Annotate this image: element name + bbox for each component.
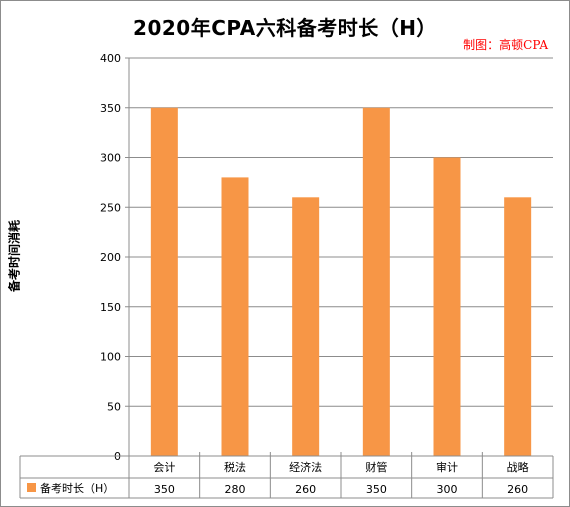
y-tick-label: 400 [100,52,121,65]
bar [150,107,178,456]
x-tick-label: 经济法 [289,460,322,474]
y-tick-label: 200 [100,251,121,264]
y-tick-label: 150 [100,301,121,314]
table-value: 350 [154,483,175,496]
table-value: 350 [366,483,387,496]
table-value: 260 [507,483,528,496]
bar [292,197,320,457]
legend-swatch [27,483,36,492]
legend-label: 备考时长（H） [40,481,114,495]
y-tick-label: 250 [100,201,121,214]
y-tick-label: 50 [107,400,121,413]
x-tick-label: 战略 [507,460,529,474]
y-tick-label: 100 [100,351,121,364]
bar [362,107,390,456]
bar [221,177,249,456]
x-tick-label: 审计 [436,460,458,474]
x-tick-label: 税法 [224,460,246,474]
bar [504,197,532,457]
y-tick-label: 300 [100,152,121,165]
x-tick-label: 财管 [365,460,387,474]
bar [433,157,461,456]
chart-credit: 制图：高顿CPA [463,38,548,52]
table-value: 260 [295,483,316,496]
x-tick-label: 会计 [153,461,175,474]
y-tick-label: 350 [100,102,121,115]
chart-title: 2020年CPA六科备考时长（H） [133,16,437,40]
table-value: 300 [437,483,458,496]
table-value: 280 [225,483,246,496]
